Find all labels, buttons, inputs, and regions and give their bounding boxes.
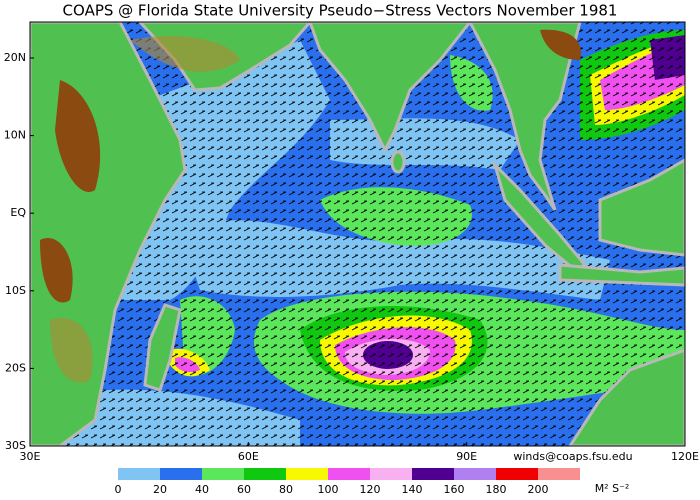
credit: winds@coaps.fsu.edu xyxy=(513,450,632,463)
colorbar-swatch xyxy=(538,468,580,480)
colorbar-label: 200 xyxy=(528,483,549,496)
lon-label: 30E xyxy=(20,450,41,463)
colorbar-swatch xyxy=(370,468,412,480)
colorbar-swatch xyxy=(118,468,160,480)
colorbar-swatch xyxy=(202,468,244,480)
uplands xyxy=(50,36,240,383)
colorbar-label: 40 xyxy=(195,483,209,496)
colorbar-label: 0 xyxy=(115,483,122,496)
colorbar: 0 20 40 60 80 100 120 140 160 180 200 xyxy=(115,468,580,496)
lat-label: 30S xyxy=(5,439,26,452)
colorbar-unit: M² S⁻² xyxy=(595,482,630,495)
colorbar-label: 80 xyxy=(279,483,293,496)
lat-label: 20N xyxy=(4,51,26,64)
lon-labels: 30E 60E 90E 120E xyxy=(20,442,699,463)
lon-label: 120E xyxy=(671,450,699,463)
colorbar-swatch xyxy=(412,468,454,480)
colorbar-label: 140 xyxy=(402,483,423,496)
map-frame xyxy=(29,21,686,447)
colorbar-swatch xyxy=(454,468,496,480)
colorbar-label: 60 xyxy=(237,483,251,496)
colorbar-label: 100 xyxy=(318,483,339,496)
map xyxy=(30,22,685,446)
colorbar-label: 20 xyxy=(153,483,167,496)
colorbar-label: 180 xyxy=(486,483,507,496)
colorbar-label: 120 xyxy=(360,483,381,496)
lat-label: EQ xyxy=(10,206,26,219)
lon-label: 90E xyxy=(456,450,477,463)
lat-label: 10N xyxy=(4,129,26,142)
title: COAPS @ Florida State University Pseudo−… xyxy=(63,2,618,20)
lat-label: 20S xyxy=(5,361,26,374)
lon-label: 60E xyxy=(238,450,259,463)
colorbar-swatch xyxy=(496,468,538,480)
colorbar-swatch xyxy=(160,468,202,480)
colorbar-swatch xyxy=(286,468,328,480)
colorbar-swatch xyxy=(244,468,286,480)
colorbar-label: 160 xyxy=(444,483,465,496)
highlands xyxy=(40,29,581,303)
lat-labels: 20N 10N EQ 10S 20S 30S xyxy=(4,51,34,452)
lat-label: 10S xyxy=(5,284,26,297)
colorbar-swatch xyxy=(328,468,370,480)
